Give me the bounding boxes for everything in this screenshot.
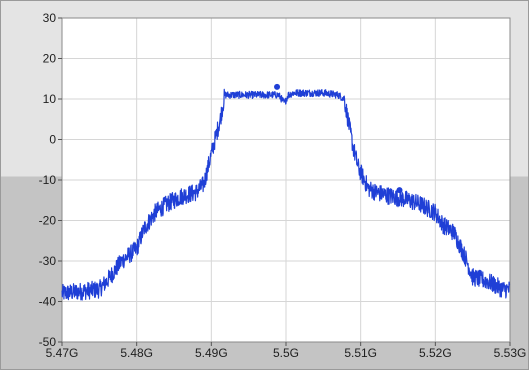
y-tick-label: -30 bbox=[39, 254, 57, 268]
spectrum-trace bbox=[61, 88, 511, 301]
x-tick-label: 5.48G bbox=[120, 346, 153, 360]
y-tick-label: 10 bbox=[43, 92, 57, 106]
x-tick-label: 5.5G bbox=[273, 346, 299, 360]
peak-marker bbox=[396, 187, 403, 194]
x-tick-label: 5.52G bbox=[419, 346, 452, 360]
x-tick-label: 5.47G bbox=[46, 346, 79, 360]
peak-marker bbox=[274, 83, 281, 90]
y-tick-label: -10 bbox=[39, 173, 57, 187]
y-tick-label: 0 bbox=[49, 133, 56, 147]
x-tick-label: 5.51G bbox=[344, 346, 377, 360]
y-tick-label: -40 bbox=[39, 295, 57, 309]
y-tick-label: 20 bbox=[43, 52, 57, 66]
y-tick-label: -20 bbox=[39, 214, 57, 228]
x-tick-label: 5.49G bbox=[195, 346, 228, 360]
x-tick-label: 5.53G bbox=[494, 346, 527, 360]
y-tick-label: -50 bbox=[39, 335, 57, 349]
y-tick-label: 30 bbox=[43, 11, 57, 25]
